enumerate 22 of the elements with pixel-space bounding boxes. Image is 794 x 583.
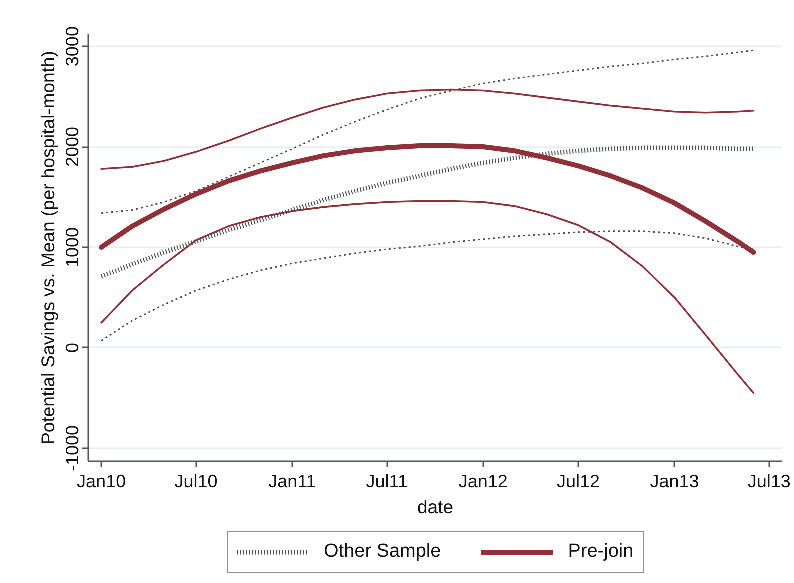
- y-axis-title: Potential Savings vs. Mean (per hospital-month): [38, 51, 58, 445]
- x-tick-label: Jul11: [366, 472, 408, 492]
- legend-label: Other Sample: [324, 541, 442, 563]
- line-series: [99, 146, 756, 279]
- x-tick-label: Jan13: [650, 472, 700, 492]
- y-tick-label: 1000: [62, 227, 82, 268]
- y-tick-label: -1000: [62, 425, 82, 472]
- y-tick-label: 2000: [62, 127, 82, 168]
- x-axis-title: date: [417, 496, 454, 518]
- line-series: [100, 88, 755, 170]
- y-tick-label: 0: [62, 342, 82, 353]
- y-tick-label: 3000: [62, 26, 82, 67]
- legend-label: Pre-join: [568, 541, 634, 563]
- x-tick-label: Jul13: [748, 472, 791, 492]
- line-series: [100, 200, 755, 394]
- x-tick-label: Jul12: [557, 472, 600, 492]
- x-tick-label: Jan10: [77, 472, 126, 492]
- x-tick-label: Jan12: [458, 472, 508, 492]
- x-tick-label: Jul10: [174, 472, 218, 492]
- x-tick-label: Jan11: [268, 472, 316, 492]
- line-series: [100, 50, 754, 214]
- line-series: [100, 230, 754, 342]
